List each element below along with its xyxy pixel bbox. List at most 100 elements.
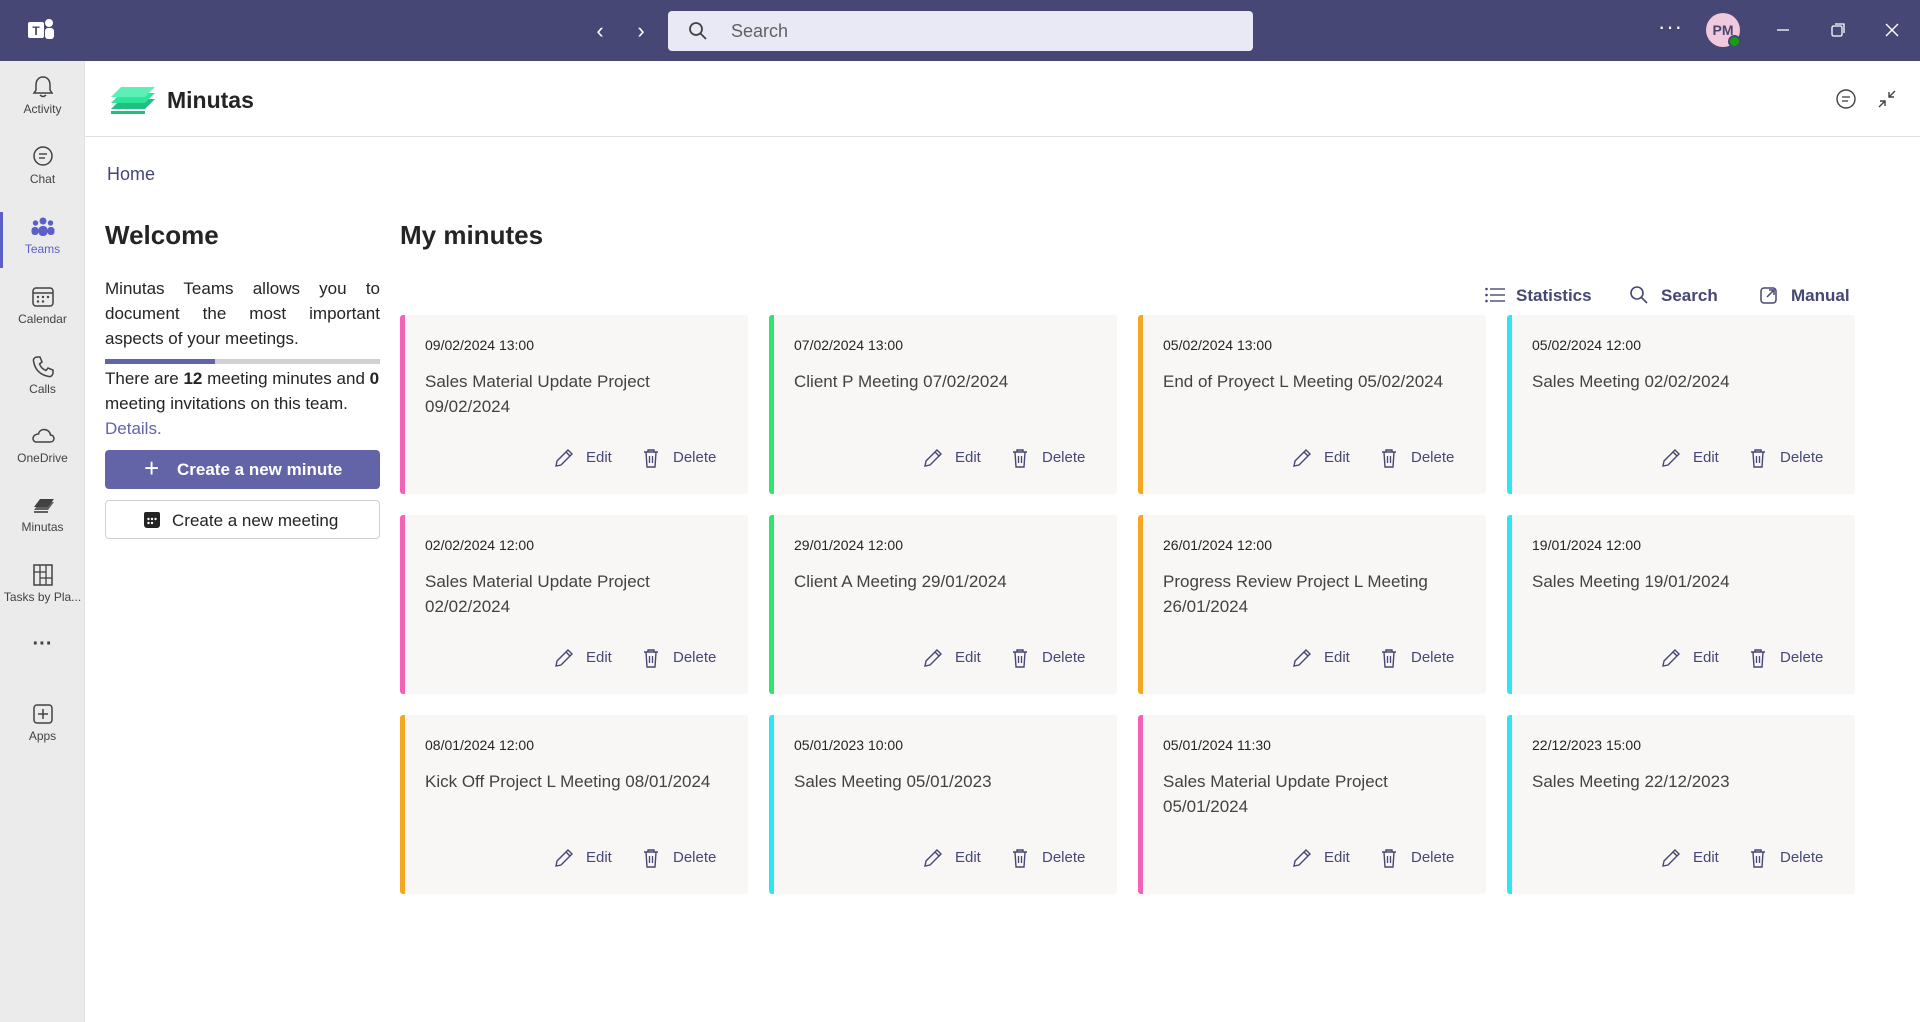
edit-button[interactable]: Edit xyxy=(921,446,985,470)
rail-item-chat[interactable]: Chat xyxy=(0,136,85,200)
breadcrumb[interactable]: Home xyxy=(107,164,156,184)
edit-button[interactable]: Edit xyxy=(1290,446,1354,470)
delete-button[interactable]: Delete xyxy=(1377,646,1461,670)
minute-date: 05/02/2024 12:00 xyxy=(1532,337,1641,353)
trash-icon xyxy=(644,649,658,668)
bell-icon xyxy=(32,76,53,98)
pencil-icon xyxy=(924,449,942,467)
rail-item-apps[interactable]: Apps xyxy=(0,693,85,757)
manual-button[interactable]: Manual xyxy=(1759,284,1855,308)
rail-item-minutas[interactable]: Minutas xyxy=(0,484,85,548)
delete-button[interactable]: Delete xyxy=(1377,846,1461,870)
minute-card[interactable]: 05/02/2024 13:00 End of Proyect L Meeting… xyxy=(1138,315,1486,494)
conversation-icon[interactable] xyxy=(1834,87,1858,111)
edit-button[interactable]: Edit xyxy=(1659,446,1723,470)
open-external-icon xyxy=(1760,287,1777,304)
trash-icon xyxy=(1751,849,1765,868)
edit-button[interactable]: Edit xyxy=(921,646,985,670)
plus-icon: + xyxy=(144,453,160,483)
rail-item-activity[interactable]: Activity xyxy=(0,66,85,130)
minutas-logo-icon xyxy=(111,87,155,114)
search-placeholder: Search xyxy=(731,21,789,41)
delete-button[interactable]: Delete xyxy=(1008,446,1092,470)
delete-label: Delete xyxy=(1411,649,1455,666)
create-meeting-label: Create a new meeting xyxy=(172,511,339,530)
teams-logo-icon[interactable]: T xyxy=(26,16,56,44)
minute-card[interactable]: 07/02/2024 13:00 Client P Meeting 07/02/2… xyxy=(769,315,1117,494)
minute-card[interactable]: 22/12/2023 15:00 Sales Meeting 22/12/2023… xyxy=(1507,715,1855,894)
minute-card[interactable]: 05/01/2023 10:00 Sales Meeting 05/01/2023… xyxy=(769,715,1117,894)
statistics-label: Statistics xyxy=(1516,286,1592,305)
pencil-icon xyxy=(1662,649,1680,667)
edit-button[interactable]: Edit xyxy=(921,846,985,870)
edit-button[interactable]: Edit xyxy=(1659,646,1723,670)
edit-button[interactable]: Edit xyxy=(1290,646,1354,670)
welcome-title: Welcome xyxy=(105,220,219,250)
minute-title: Sales Material Update Project 05/01/2024 xyxy=(1163,772,1388,816)
delete-label: Delete xyxy=(1780,449,1824,466)
delete-button[interactable]: Delete xyxy=(639,446,723,470)
app-header: Minutas xyxy=(85,61,1920,137)
delete-label: Delete xyxy=(1780,649,1824,666)
minute-card[interactable]: 05/02/2024 12:00 Sales Meeting 02/02/2024… xyxy=(1507,315,1855,494)
minute-title: Sales Meeting 22/12/2023 xyxy=(1532,772,1730,791)
create-meeting-button[interactable]: Create a new meeting xyxy=(105,500,380,539)
section-title: My minutes xyxy=(400,220,544,250)
stats-suffix: meeting invitations on this team. xyxy=(105,394,348,413)
calendar-icon xyxy=(144,512,160,528)
create-minute-button[interactable]: + Create a new minute xyxy=(105,450,380,489)
delete-button[interactable]: Delete xyxy=(1377,446,1461,470)
delete-button[interactable]: Delete xyxy=(639,846,723,870)
trash-icon xyxy=(1382,849,1396,868)
minute-card[interactable]: 09/02/2024 13:00 Sales Material Update Pr… xyxy=(400,315,748,494)
delete-button[interactable]: Delete xyxy=(1008,646,1092,670)
forward-icon[interactable]: › xyxy=(637,18,645,43)
pencil-icon xyxy=(924,649,942,667)
edit-label: Edit xyxy=(586,849,612,866)
rail-item-onedrive[interactable]: OneDrive xyxy=(0,415,85,479)
edit-button[interactable]: Edit xyxy=(552,446,616,470)
chat-icon xyxy=(32,146,53,166)
minute-card[interactable]: 02/02/2024 12:00 Sales Material Update Pr… xyxy=(400,515,748,694)
minute-date: 05/01/2024 11:30 xyxy=(1163,737,1271,753)
delete-label: Delete xyxy=(1042,449,1086,466)
search-icon xyxy=(1630,286,1648,304)
minute-title: Sales Meeting 02/02/2024 xyxy=(1532,372,1730,391)
minute-card[interactable]: 05/01/2024 11:30 Sales Material Update Pr… xyxy=(1138,715,1486,894)
search-input[interactable]: Search xyxy=(668,11,1253,51)
rail-item-calls[interactable]: Calls xyxy=(0,346,85,410)
more-options-icon[interactable]: ··· xyxy=(1658,14,1683,39)
minute-card[interactable]: 29/01/2024 12:00 Client A Meeting 29/01/2… xyxy=(769,515,1117,694)
invitations-count: 0 xyxy=(369,369,380,388)
minimize-icon[interactable] xyxy=(1771,18,1795,42)
back-icon[interactable]: ‹ xyxy=(596,18,604,43)
edit-button[interactable]: Edit xyxy=(1290,846,1354,870)
minute-card[interactable]: 19/01/2024 12:00 Sales Meeting 19/01/2024… xyxy=(1507,515,1855,694)
details-link[interactable]: Details. xyxy=(105,419,162,438)
delete-button[interactable]: Delete xyxy=(1008,846,1092,870)
rail-item-teams[interactable]: Teams xyxy=(0,206,85,270)
delete-button[interactable]: Delete xyxy=(1746,646,1830,670)
delete-label: Delete xyxy=(1411,449,1455,466)
close-icon[interactable] xyxy=(1880,18,1904,42)
manual-label: Manual xyxy=(1791,286,1850,305)
rail-item-more[interactable]: ··· xyxy=(0,631,85,667)
trash-icon xyxy=(1751,649,1765,668)
statistics-button[interactable]: Statistics xyxy=(1484,284,1592,308)
edit-button[interactable]: Edit xyxy=(1659,846,1723,870)
rail-item-calendar[interactable]: Calendar xyxy=(0,276,85,340)
collapse-icon[interactable] xyxy=(1875,87,1899,111)
rail-item-tasks[interactable]: Tasks by Pla... xyxy=(0,554,85,618)
pencil-icon xyxy=(555,449,573,467)
delete-button[interactable]: Delete xyxy=(1746,446,1830,470)
delete-button[interactable]: Delete xyxy=(639,646,723,670)
restore-icon[interactable] xyxy=(1826,18,1850,42)
minute-card[interactable]: 26/01/2024 12:00 Progress Review Project … xyxy=(1138,515,1486,694)
edit-label: Edit xyxy=(1324,849,1350,866)
edit-button[interactable]: Edit xyxy=(552,646,616,670)
minute-card[interactable]: 08/01/2024 12:00 Kick Off Project L Meeti… xyxy=(400,715,748,894)
edit-button[interactable]: Edit xyxy=(552,846,616,870)
minute-title: Sales Material Update Project 02/02/2024 xyxy=(425,572,650,616)
search-button[interactable]: Search xyxy=(1629,284,1719,308)
delete-button[interactable]: Delete xyxy=(1746,846,1830,870)
